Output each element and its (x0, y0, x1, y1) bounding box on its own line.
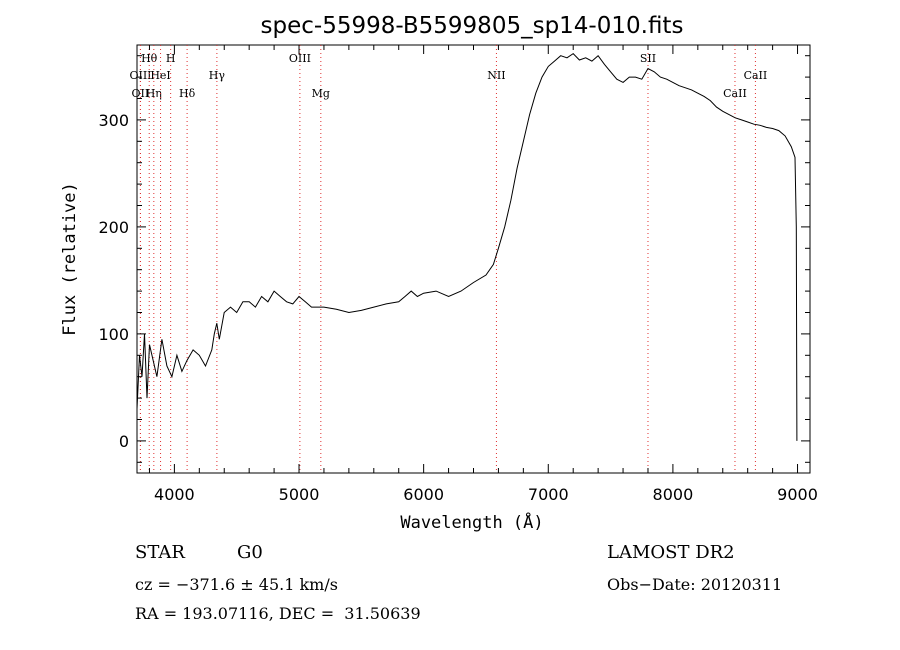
observation-date: Obs−Date: 20120311 (607, 575, 783, 594)
line-marker-label: CaII (744, 69, 768, 82)
line-marker-label: OIII (129, 69, 151, 82)
x-tick-label: 7000 (528, 485, 569, 504)
x-tick-label: 4000 (154, 485, 195, 504)
object-class: STAR (135, 542, 185, 563)
line-marker-label: Mg (312, 87, 330, 100)
line-marker-label: Hδ (179, 87, 196, 100)
y-tick-label: 300 (98, 111, 129, 130)
line-marker-label: SII (640, 52, 656, 65)
y-tick-label: 0 (119, 432, 129, 451)
line-marker-label: HeI (150, 69, 170, 82)
spectrum-chart: spec-55998-B5599805_sp14-010.fits OIIOII… (60, 13, 818, 533)
x-axis-label: Wavelength (Å) (400, 511, 543, 533)
x-tick-label: 8000 (653, 485, 694, 504)
y-axis-label: Flux (relative) (60, 182, 80, 336)
x-tick-label: 5000 (279, 485, 320, 504)
x-tick-label: 6000 (403, 485, 444, 504)
chart-title: spec-55998-B5599805_sp14-010.fits (261, 13, 684, 39)
line-marker-label: OIII (289, 52, 311, 65)
line-marker-label: H (166, 52, 176, 65)
coordinates-readout: RA = 193.07116, DEC = 31.50639 (135, 604, 421, 623)
line-marker-label: Hθ (141, 52, 158, 65)
plot-frame (136, 44, 811, 474)
y-tick-label: 200 (98, 218, 129, 237)
x-tick-label: 9000 (777, 485, 818, 504)
line-marker-label: Hη (146, 87, 162, 100)
line-marker-label: CaII (723, 87, 747, 100)
y-tick-label: 100 (98, 325, 129, 344)
spectrum-line (136, 52, 798, 441)
line-marker-label: NII (487, 69, 505, 82)
survey-name: LAMOST DR2 (607, 542, 735, 563)
object-subclass: G0 (237, 542, 263, 563)
redshift-readout: cz = −371.6 ± 45.1 km/s (135, 575, 338, 594)
axes: 4000 5000 6000 7000 8000 9000 0 100 200 300 (98, 45, 818, 504)
line-marker-label: Hγ (209, 69, 226, 82)
